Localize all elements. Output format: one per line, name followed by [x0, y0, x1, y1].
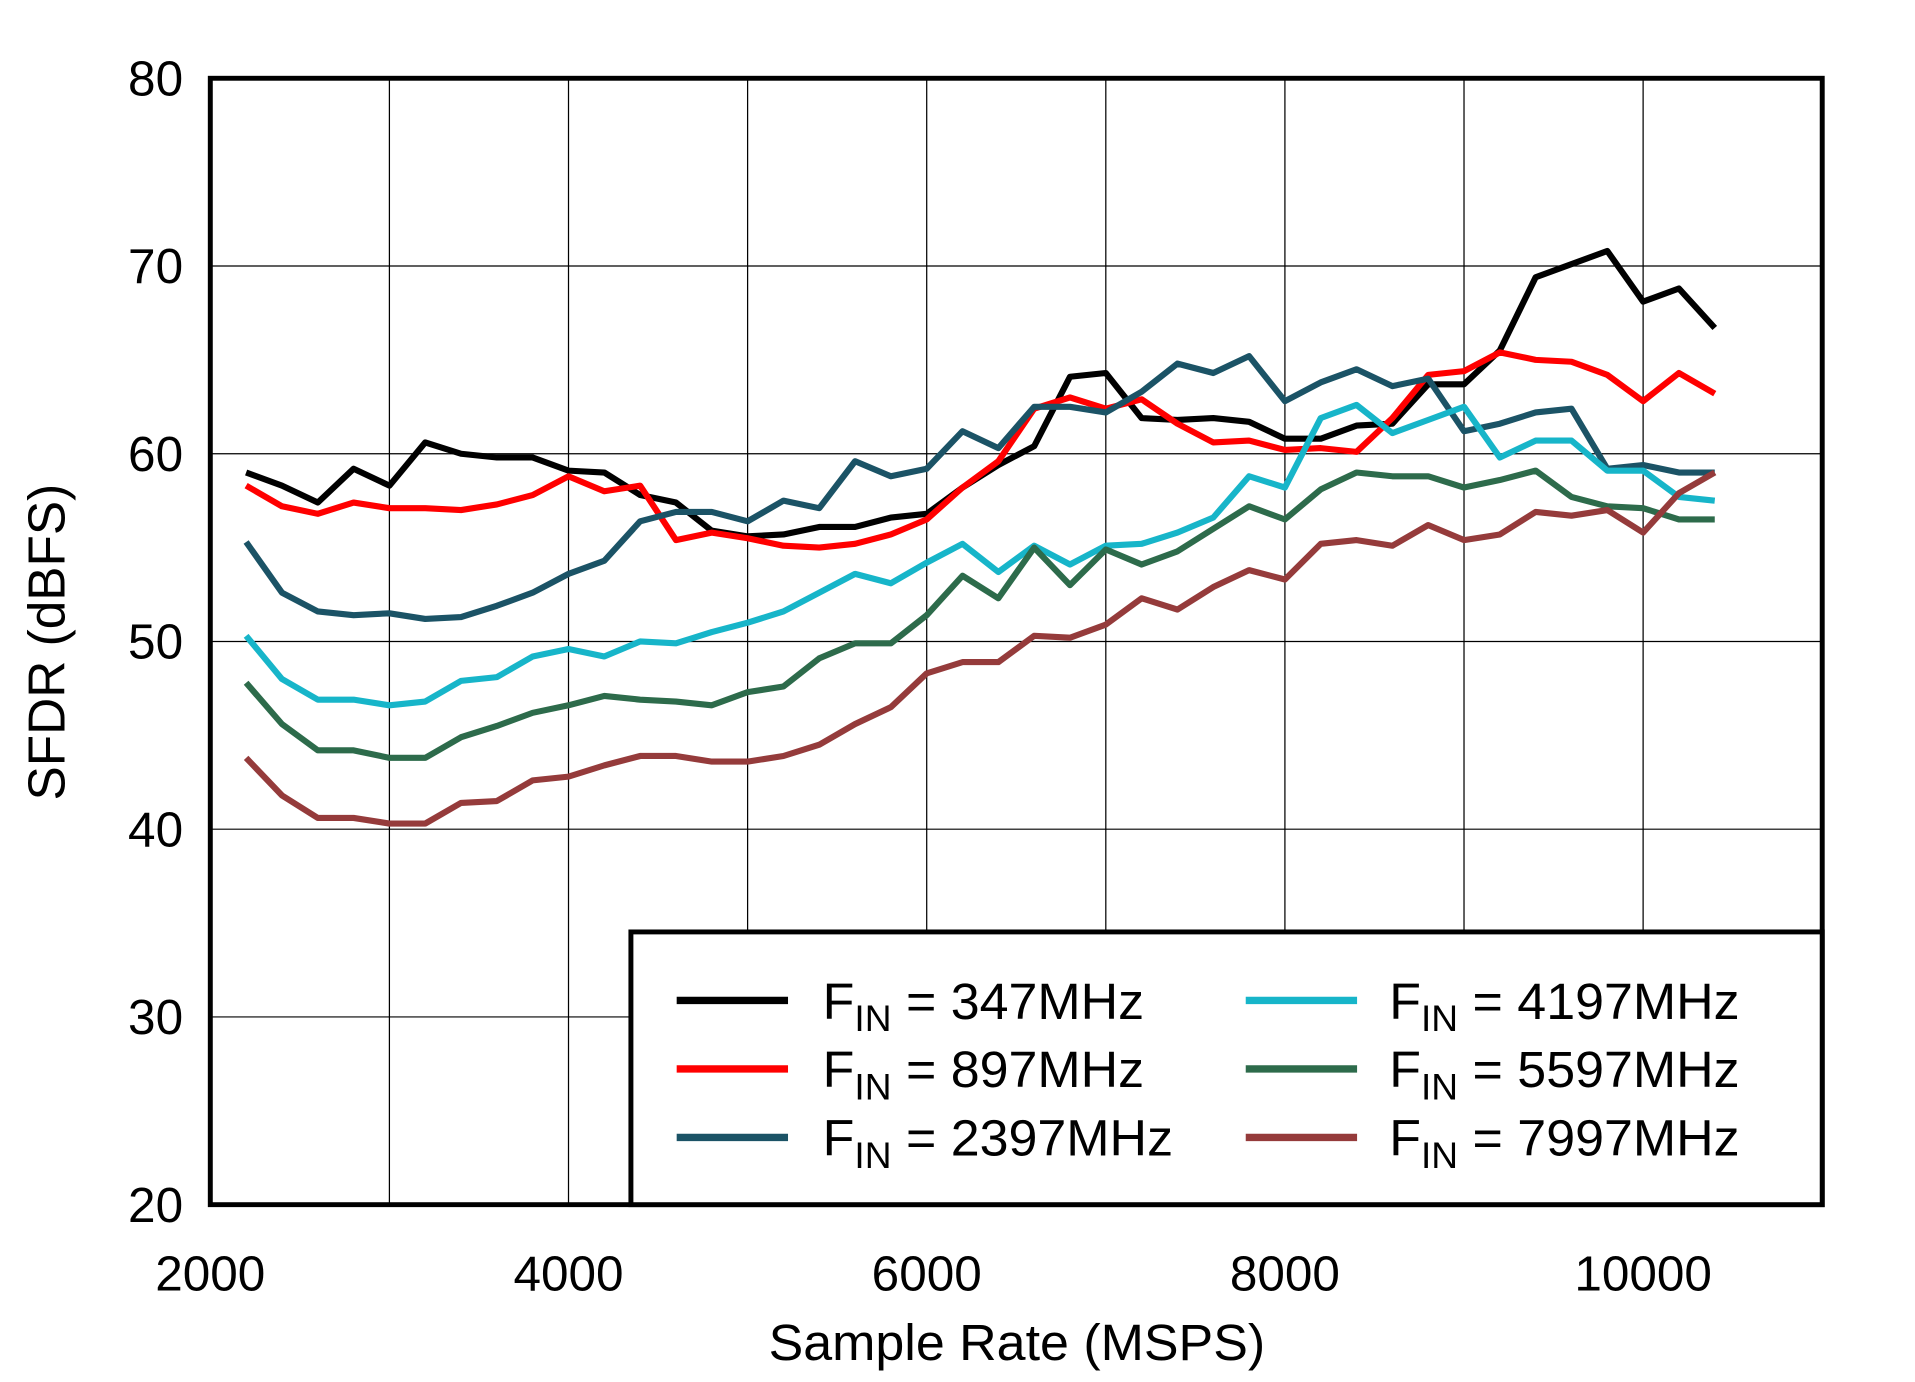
- legend-box: [628, 929, 1825, 1208]
- series-line-1: [244, 349, 1717, 551]
- series-lines: [243, 247, 1718, 827]
- legend-label: FIN = 2397MHz: [823, 1109, 1173, 1176]
- y-tick-label: 80: [128, 52, 183, 107]
- series-line-2: [243, 353, 1715, 622]
- legend-label: FIN = 5597MHz: [1389, 1041, 1739, 1108]
- y-tick-label: 20: [128, 1178, 183, 1233]
- y-tick-label: 30: [128, 990, 183, 1045]
- series-line-3: [243, 401, 1716, 709]
- x-tick-label: 4000: [513, 1247, 623, 1302]
- y-tick-label: 40: [128, 803, 183, 858]
- tick-labels: 20 30 40 50 60 70 80 2000 4000 6000 8000 10000: [128, 52, 1712, 1302]
- legend-label: FIN = 7997MHz: [1389, 1109, 1739, 1176]
- y-tick-label: 70: [128, 239, 183, 294]
- legend-label: FIN = 897MHz: [823, 1041, 1145, 1108]
- x-tick-label: 6000: [872, 1247, 982, 1302]
- x-axis-title: Sample Rate (MSPS): [769, 1313, 1266, 1371]
- y-axis-title: SFDR (dBFS): [17, 484, 75, 801]
- y-tick-label: 60: [128, 427, 183, 482]
- x-tick-label: 8000: [1230, 1247, 1340, 1302]
- series-line-5: [243, 469, 1717, 827]
- legend-label: FIN = 4197MHz: [1389, 972, 1739, 1039]
- y-tick-label: 50: [128, 615, 183, 670]
- legend-label: FIN = 347MHz: [823, 972, 1145, 1039]
- x-tick-label: 10000: [1574, 1247, 1712, 1302]
- x-tick-label: 2000: [155, 1247, 265, 1302]
- series-line-4: [243, 467, 1715, 761]
